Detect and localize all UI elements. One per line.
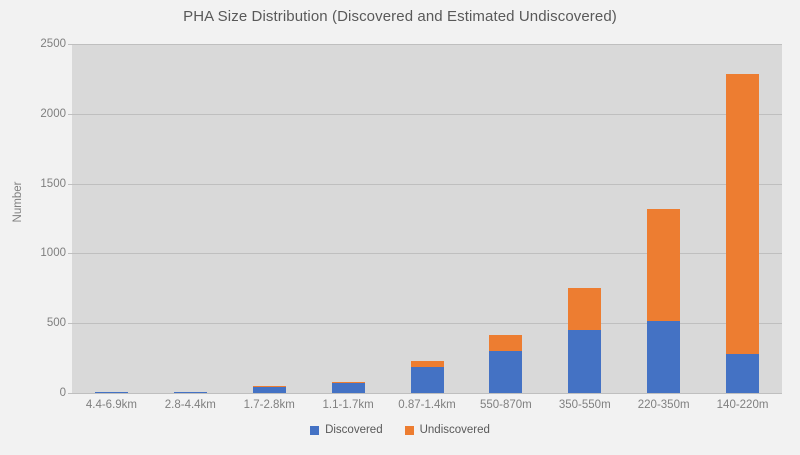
bar-segment-undiscovered[interactable] bbox=[726, 74, 760, 354]
bar-segment-undiscovered[interactable] bbox=[568, 288, 602, 330]
bar-segment-undiscovered[interactable] bbox=[410, 360, 444, 368]
bar-stack[interactable] bbox=[647, 44, 681, 393]
bar-segment-discovered[interactable] bbox=[410, 367, 444, 393]
plot-area bbox=[72, 44, 782, 394]
x-axis-tick-label: 0.87-1.4km bbox=[398, 399, 456, 411]
legend-swatch-icon bbox=[404, 425, 414, 435]
y-axis-tick-labels: 0 500 1000 1500 2000 2500 bbox=[0, 38, 72, 399]
bar-stack[interactable] bbox=[568, 44, 602, 393]
bar-segment-undiscovered[interactable] bbox=[647, 209, 681, 322]
gridline bbox=[72, 44, 782, 45]
bar-stack[interactable] bbox=[410, 44, 444, 393]
bar-segment-discovered[interactable] bbox=[173, 391, 207, 393]
bar-segment-discovered[interactable] bbox=[568, 329, 602, 393]
y-axis-tick-label: 1500 bbox=[40, 177, 66, 190]
y-axis-tick-label: 1000 bbox=[40, 247, 66, 260]
bar-stack[interactable] bbox=[173, 44, 207, 393]
y-axis-tick-mark bbox=[68, 183, 72, 185]
x-axis-tick-label: 220-350m bbox=[637, 399, 690, 411]
bar-segment-undiscovered[interactable] bbox=[489, 335, 523, 352]
bar-segment-undiscovered[interactable] bbox=[252, 385, 286, 388]
x-axis-tick-label: 350-550m bbox=[558, 399, 611, 411]
legend-item-undiscovered[interactable]: Undiscovered bbox=[404, 424, 490, 436]
gridline bbox=[72, 113, 782, 115]
chart-legend: Discovered Undiscovered bbox=[0, 424, 800, 436]
bar-segment-discovered[interactable] bbox=[489, 351, 523, 393]
y-axis-tick-mark bbox=[68, 253, 72, 255]
legend-label: Discovered bbox=[325, 424, 383, 436]
bar-stack[interactable] bbox=[489, 44, 523, 393]
x-axis-line bbox=[72, 393, 782, 394]
x-axis-tick-label: 4.4-6.9km bbox=[85, 399, 138, 411]
gridline bbox=[72, 253, 782, 255]
gridline bbox=[72, 323, 782, 325]
x-axis-tick-label: 1.7-2.8km bbox=[243, 399, 295, 411]
x-axis-tick-label: 550-870m bbox=[479, 399, 532, 411]
bar-segment-discovered[interactable] bbox=[647, 321, 681, 393]
x-axis-tick-labels: 4.4-6.9km 2.8-4.4km 1.7-2.8km 1.1-1.7km 0.87… bbox=[72, 396, 782, 416]
y-axis-tick-label: 2000 bbox=[40, 107, 66, 120]
y-axis-tick-label: 2500 bbox=[40, 38, 66, 50]
bar-stack[interactable] bbox=[331, 44, 365, 393]
x-axis-tick-label: 140-220m bbox=[716, 399, 769, 411]
bar-segment-discovered[interactable] bbox=[726, 353, 760, 393]
bar-segment-discovered[interactable] bbox=[94, 391, 128, 393]
legend-swatch-icon bbox=[310, 425, 320, 435]
y-axis-tick-label: 500 bbox=[46, 317, 66, 330]
y-axis-tick-mark bbox=[68, 393, 72, 394]
bar-segment-discovered[interactable] bbox=[252, 387, 286, 393]
y-axis-tick-label: 0 bbox=[59, 387, 66, 399]
chart-title: PHA Size Distribution (Discovered and Es… bbox=[183, 8, 617, 25]
legend-item-discovered[interactable]: Discovered bbox=[310, 424, 383, 436]
y-axis-tick-mark bbox=[68, 323, 72, 325]
bar-stack[interactable] bbox=[94, 44, 128, 393]
bar-segment-discovered[interactable] bbox=[331, 383, 365, 393]
bar-stack[interactable] bbox=[726, 44, 760, 393]
y-axis-tick-mark bbox=[68, 44, 72, 45]
x-axis-tick-label: 1.1-1.7km bbox=[322, 399, 374, 411]
legend-label: Undiscovered bbox=[419, 424, 490, 436]
gridline bbox=[72, 183, 782, 185]
x-axis-tick-label: 2.8-4.4km bbox=[164, 399, 216, 411]
bar-stack[interactable] bbox=[252, 44, 286, 393]
y-axis-tick-mark bbox=[68, 113, 72, 115]
bar-segment-undiscovered[interactable] bbox=[331, 381, 365, 384]
